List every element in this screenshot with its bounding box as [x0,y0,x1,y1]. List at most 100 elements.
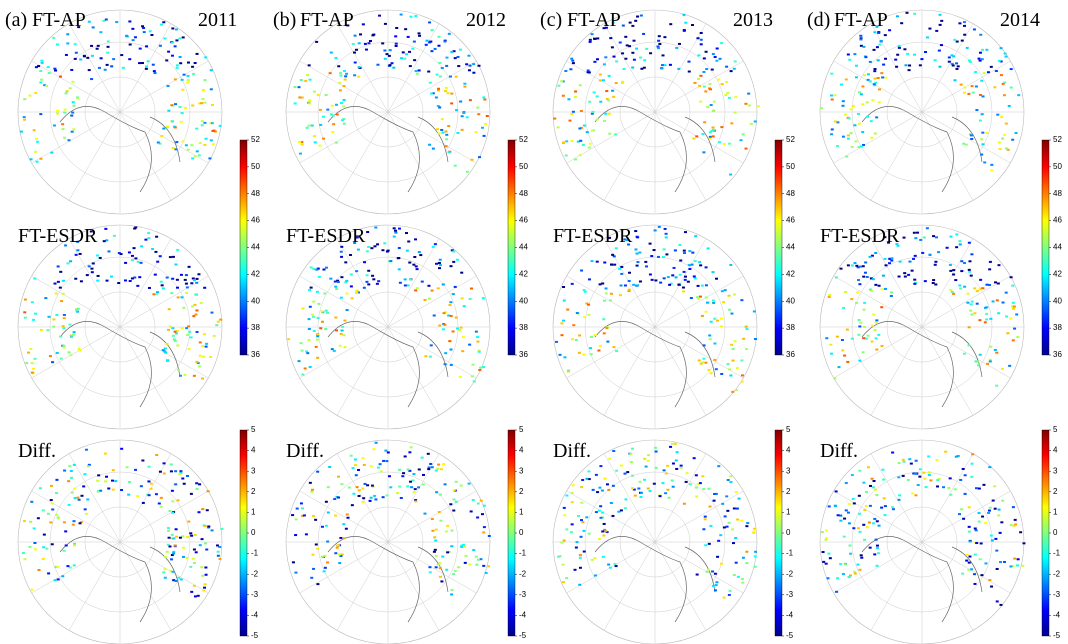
data-point [82,55,86,58]
data-point [859,321,863,324]
data-point [703,518,707,521]
data-point [140,245,144,248]
data-point [922,236,926,239]
data-point [62,344,66,347]
data-point [196,594,200,597]
data-point [877,524,881,527]
colorbar-tick-label: 42 [786,269,795,278]
meridian [921,326,1011,379]
data-point [469,510,473,513]
data-point [981,143,985,146]
data-point [578,154,582,157]
data-point [621,52,625,55]
data-point [291,561,295,564]
colorbar-tick-label: 4 [786,446,791,455]
data-point [192,374,196,377]
data-point [574,158,578,161]
data-point [871,99,875,102]
data-point [400,57,404,60]
data-point [104,18,108,21]
data-point [571,110,575,113]
data-point [356,248,360,251]
data-point [437,261,441,264]
data-point [355,270,359,273]
data-point [62,521,66,524]
data-point [880,345,884,348]
data-point [596,491,600,494]
data-point [862,45,866,48]
data-point [53,579,57,582]
data-point [857,122,861,125]
data-point [935,29,939,32]
data-point [846,53,850,56]
data-point [959,287,963,290]
data-point [308,99,312,102]
data-point [307,64,311,67]
data-point [682,29,686,32]
data-point [301,307,305,310]
data-point [317,275,321,278]
data-point [323,566,327,569]
data-point [406,35,410,38]
data-point [913,282,917,285]
data-point [436,104,440,107]
data-point [615,60,619,63]
data-point [883,257,887,260]
data-point [645,265,649,268]
data-point [871,278,875,281]
data-point [168,509,172,512]
map [285,439,491,644]
data-point [351,42,355,45]
data-point [304,79,308,82]
data-point [858,283,862,286]
data-point [587,278,591,281]
data-point [193,595,197,598]
data-point [308,289,312,292]
data-point [861,103,865,106]
data-point [328,465,332,468]
data-point [430,518,434,521]
data-point [49,521,53,524]
data-point [362,286,366,289]
data-point [613,263,617,266]
data-point [353,464,357,467]
data-point [945,246,949,249]
data-point [848,544,852,547]
data-point [903,275,907,278]
data-point [124,261,128,264]
data-point [746,522,750,525]
data-point [709,524,713,527]
data-point [477,64,481,67]
colorbar-tick-label: 4 [251,446,256,455]
data-point [194,313,198,316]
data-point [871,324,875,327]
data-point [561,319,565,322]
meridian [119,541,209,594]
data-point [590,129,594,132]
data-point [867,521,871,524]
meridian [921,326,974,416]
data-point [414,238,418,241]
data-point [171,570,175,573]
data-point [590,112,594,115]
data-point [45,84,49,87]
data-point [444,130,448,133]
data-point [928,253,932,256]
data-point [1003,81,1007,84]
data-point [71,101,75,104]
data-point [394,42,398,45]
data-point [949,235,953,238]
colorbar-tick-label: -2 [251,569,259,578]
data-point [443,311,447,314]
data-point [190,144,194,147]
data-point [197,154,201,157]
data-point [161,349,165,352]
data-point [937,251,941,254]
data-point [196,362,200,365]
data-point [954,455,958,458]
data-point [593,37,597,40]
data-point [662,469,666,472]
data-point [910,269,914,272]
data-point [336,281,340,284]
row-label: Diff. [18,440,56,462]
